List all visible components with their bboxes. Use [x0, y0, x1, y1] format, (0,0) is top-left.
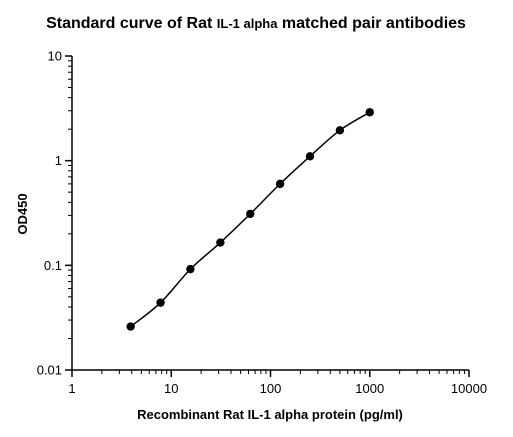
- x-axis-label: Recombinant Rat IL-1 alpha protein (pg/m…: [137, 407, 403, 422]
- y-tick-label: 0.01: [37, 363, 62, 378]
- data-point: [216, 238, 225, 247]
- data-point: [186, 264, 195, 274]
- data-point: [156, 298, 165, 307]
- x-tick-label: 10: [164, 381, 178, 396]
- x-tick-label: 1: [68, 381, 75, 396]
- y-axis-label: OD450: [15, 193, 30, 234]
- chart-title: Standard curve of Rat IL-1 alpha matched…: [46, 15, 466, 32]
- y-tick-label: 1: [55, 153, 62, 168]
- data-point: [126, 322, 135, 331]
- chart-title-part-3: matched pair antibodies: [277, 15, 466, 32]
- data-point: [335, 126, 345, 135]
- x-tick-label: 1000: [355, 381, 384, 396]
- data-point: [365, 108, 374, 117]
- data-points: [126, 108, 374, 331]
- data-point: [305, 152, 315, 161]
- chart-title-part-1: Standard curve of Rat: [46, 15, 217, 32]
- data-point: [246, 209, 255, 219]
- x-tick-label: 100: [260, 381, 282, 396]
- fit-curve: [130, 111, 371, 328]
- y-tick-label: 10: [48, 49, 62, 64]
- chart-title-part-2: IL-1 alpha: [217, 16, 278, 31]
- data-point: [275, 179, 285, 189]
- x-tick-label: 10000: [451, 381, 487, 396]
- y-tick-label: 0.1: [44, 258, 62, 273]
- y-axis-ticks: 0.01 0.1 1 10: [37, 49, 72, 378]
- x-axis-ticks: 1 10 100 1000 10000: [68, 370, 487, 396]
